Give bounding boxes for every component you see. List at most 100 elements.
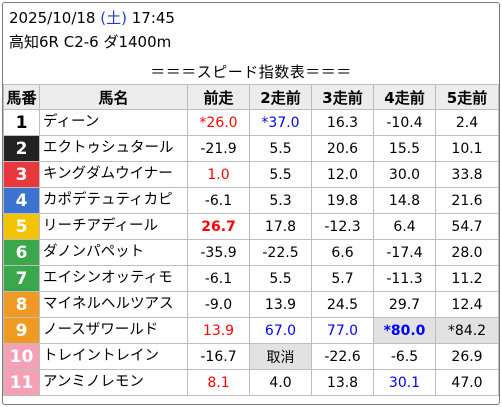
- speed-index-cell: 16.3: [311, 109, 374, 136]
- speed-index-cell: 19.8: [311, 187, 374, 214]
- speed-index-cell: 26.7: [187, 213, 250, 240]
- horse-number-cell: 3: [3, 161, 40, 188]
- speed-index-cell: 11.2: [435, 265, 499, 292]
- speed-index-cell: -16.7: [187, 343, 250, 370]
- speed-index-cell: 30.0: [373, 161, 436, 188]
- horse-name: ノースザワールド: [43, 322, 159, 338]
- speed-index-cell: 67.0: [249, 317, 312, 344]
- col-header-4-races-ago: 4走前: [373, 84, 436, 110]
- header-row: 馬番 馬名 前走 2走前 3走前 4走前 5走前: [3, 84, 499, 110]
- horse-name-cell: アンミノレモン: [39, 369, 188, 396]
- speed-index-cell: 77.0: [311, 317, 374, 344]
- speed-index-cell: 5.5: [249, 265, 312, 292]
- table-row: 11 アンミノレモン 8.1 4.0 13.8 30.1 47.0: [3, 369, 499, 396]
- horse-number-cell: 1: [3, 109, 40, 136]
- speed-index-cell: 30.1: [373, 369, 436, 396]
- col-header-last-race: 前走: [187, 84, 250, 110]
- speed-index-cell: *37.0: [249, 109, 312, 136]
- speed-index-cell: -9.0: [187, 291, 250, 318]
- horse-name: カポデテュティカピ: [43, 192, 173, 208]
- speed-index-cell: -21.9: [187, 135, 250, 162]
- speed-index-cell: 5.3: [249, 187, 312, 214]
- horse-number-cell: 5: [3, 213, 40, 240]
- horse-name: キングダムウイナー: [43, 166, 173, 182]
- speed-index-cell: 26.9: [435, 343, 499, 370]
- col-header-5-races-ago: 5走前: [435, 84, 499, 110]
- horse-name: マイネルヘルツアス: [43, 296, 174, 312]
- table-row: 7 エイシンオッティモ -6.1 5.5 5.7 -11.3 11.2: [3, 265, 499, 292]
- horse-name: エイシンオッティモ: [43, 270, 173, 286]
- table-row: 6 ダノンパペット -35.9 -22.5 6.6 -17.4 28.0: [3, 239, 499, 266]
- speed-index-cell: 17.8: [249, 213, 312, 240]
- table-row: 10 トレイントレイン -16.7 取消 -22.6 -6.5 26.9: [3, 343, 499, 370]
- table-row: 8 マイネルヘルツアス -9.0 13.9 24.5 29.7 12.4: [3, 291, 499, 318]
- horse-name-cell: リーチアディール: [39, 213, 188, 240]
- speed-index-cell: -35.9: [187, 239, 250, 266]
- speed-index-cell: -11.3: [373, 265, 436, 292]
- speed-index-cell: 21.6: [435, 187, 499, 214]
- speed-index-cell: -17.4: [373, 239, 436, 266]
- horse-name-cell: マイネルヘルツアス: [39, 291, 188, 318]
- col-header-number: 馬番: [3, 84, 40, 110]
- race-datetime: 2025/10/18 (土) 17:45: [9, 8, 175, 28]
- speed-index-cell: -22.5: [249, 239, 312, 266]
- speed-index-cell: 12.0: [311, 161, 374, 188]
- horse-number-cell: 7: [3, 265, 40, 292]
- horse-name: トレイントレイン: [43, 348, 159, 364]
- speed-index-cell: 13.9: [249, 291, 312, 318]
- horse-number-cell: 4: [3, 187, 40, 214]
- speed-index-cell: 5.7: [311, 265, 374, 292]
- table-row: 2 エクトゥシュタール -21.9 5.5 20.6 15.5 10.1: [3, 135, 499, 162]
- speed-index-cell: 10.1: [435, 135, 499, 162]
- col-header-2-races-ago: 2走前: [249, 84, 312, 110]
- table-row: 4 カポデテュティカピ -6.1 5.3 19.8 14.8 21.6: [3, 187, 499, 214]
- speed-index-cell: 28.0: [435, 239, 499, 266]
- speed-index-cell: -12.3: [311, 213, 374, 240]
- race-time: 17:45: [131, 9, 175, 27]
- table-row: 5 リーチアディール 26.7 17.8 -12.3 6.4 54.7: [3, 213, 499, 240]
- speed-index-cell: 13.9: [187, 317, 250, 344]
- speed-index-cell: 6.6: [311, 239, 374, 266]
- horse-name-cell: エイシンオッティモ: [39, 265, 188, 292]
- table-title: ＝＝＝スピード指数表＝＝＝: [150, 63, 352, 81]
- speed-index-cell: *26.0: [187, 109, 250, 136]
- table-row: 3 キングダムウイナー 1.0 5.5 12.0 30.0 33.8: [3, 161, 499, 188]
- race-day-of-week: (土): [100, 9, 127, 27]
- col-header-3-races-ago: 3走前: [311, 84, 374, 110]
- speed-index-cell: 6.4: [373, 213, 436, 240]
- speed-index-cell: 8.1: [187, 369, 250, 396]
- speed-index-cell: 12.4: [435, 291, 499, 318]
- horse-name: アンミノレモン: [43, 374, 144, 390]
- speed-index-cell: -6.1: [187, 265, 250, 292]
- horse-name: ダノンパペット: [43, 244, 145, 260]
- speed-index-cell: *80.0: [373, 317, 436, 344]
- horse-name-cell: トレイントレイン: [39, 343, 188, 370]
- speed-index-cell: -10.4: [373, 109, 436, 136]
- speed-index-cell: 5.5: [249, 161, 312, 188]
- speed-index-cell: -6.5: [373, 343, 436, 370]
- horse-name-cell: エクトゥシュタール: [39, 135, 188, 162]
- speed-index-cell: 2.4: [435, 109, 499, 136]
- horse-name: ディーン: [43, 114, 100, 130]
- speed-index-cell: 20.6: [311, 135, 374, 162]
- horse-number-cell: 9: [3, 317, 40, 344]
- table-row: 9 ノースザワールド 13.9 67.0 77.0 *80.0 *84.2: [3, 317, 499, 344]
- speed-index-table: 馬番 馬名 前走 2走前 3走前 4走前 5走前 1 ディーン *26.0 *37.0…: [3, 84, 499, 396]
- speed-index-cell: 24.5: [311, 291, 374, 318]
- speed-index-cell: 1.0: [187, 161, 250, 188]
- horse-name-cell: ダノンパペット: [39, 239, 188, 266]
- race-date: 2025/10/18: [9, 9, 96, 27]
- speed-index-cell: 29.7: [373, 291, 436, 318]
- speed-index-cell: -22.6: [311, 343, 374, 370]
- speed-index-cell: 54.7: [435, 213, 499, 240]
- horse-number-cell: 10: [3, 343, 40, 370]
- race-info: 高知6R C2-6 ダ1400m: [9, 33, 172, 51]
- speed-index-cell: 取消: [249, 343, 312, 370]
- speed-index-cell: 47.0: [435, 369, 499, 396]
- speed-index-cell: -6.1: [187, 187, 250, 214]
- table-row: 1 ディーン *26.0 *37.0 16.3 -10.4 2.4: [3, 109, 499, 136]
- speed-index-cell: 4.0: [249, 369, 312, 396]
- horse-name: リーチアディール: [43, 218, 158, 234]
- speed-index-cell: 33.8: [435, 161, 499, 188]
